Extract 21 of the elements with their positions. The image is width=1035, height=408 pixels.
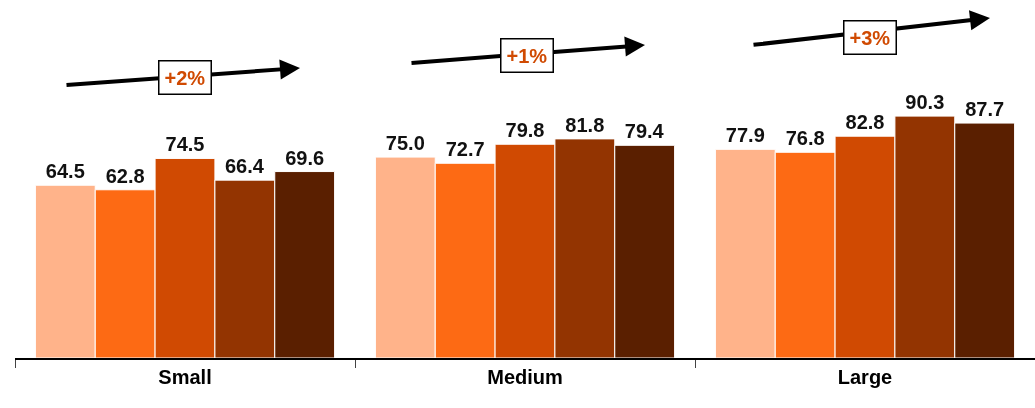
data-label: 79.4 (624, 120, 665, 143)
data-label: 72.7 (445, 138, 485, 161)
data-label: 62.8 (105, 164, 145, 187)
data-label: 77.9 (725, 124, 765, 147)
data-label: 64.5 (45, 160, 85, 183)
data-label: 87.7 (965, 98, 1005, 121)
data-label: 79.8 (505, 119, 545, 142)
x-tick-label: Small (158, 365, 212, 388)
data-label: 82.8 (845, 111, 885, 134)
data-label: 69.6 (285, 146, 325, 169)
text: +3% (849, 26, 891, 49)
text: +2% (164, 66, 206, 89)
x-tick-label: Medium (487, 365, 563, 388)
data-label: 76.8 (785, 127, 825, 150)
data-label: 90.3 (905, 91, 945, 114)
data-label: 66.4 (224, 155, 265, 178)
x-tick-label: Large (837, 365, 893, 388)
data-label: 81.8 (565, 113, 605, 136)
text: +1% (506, 44, 548, 67)
data-label: 74.5 (165, 133, 205, 156)
data-label: 75.0 (385, 132, 425, 155)
